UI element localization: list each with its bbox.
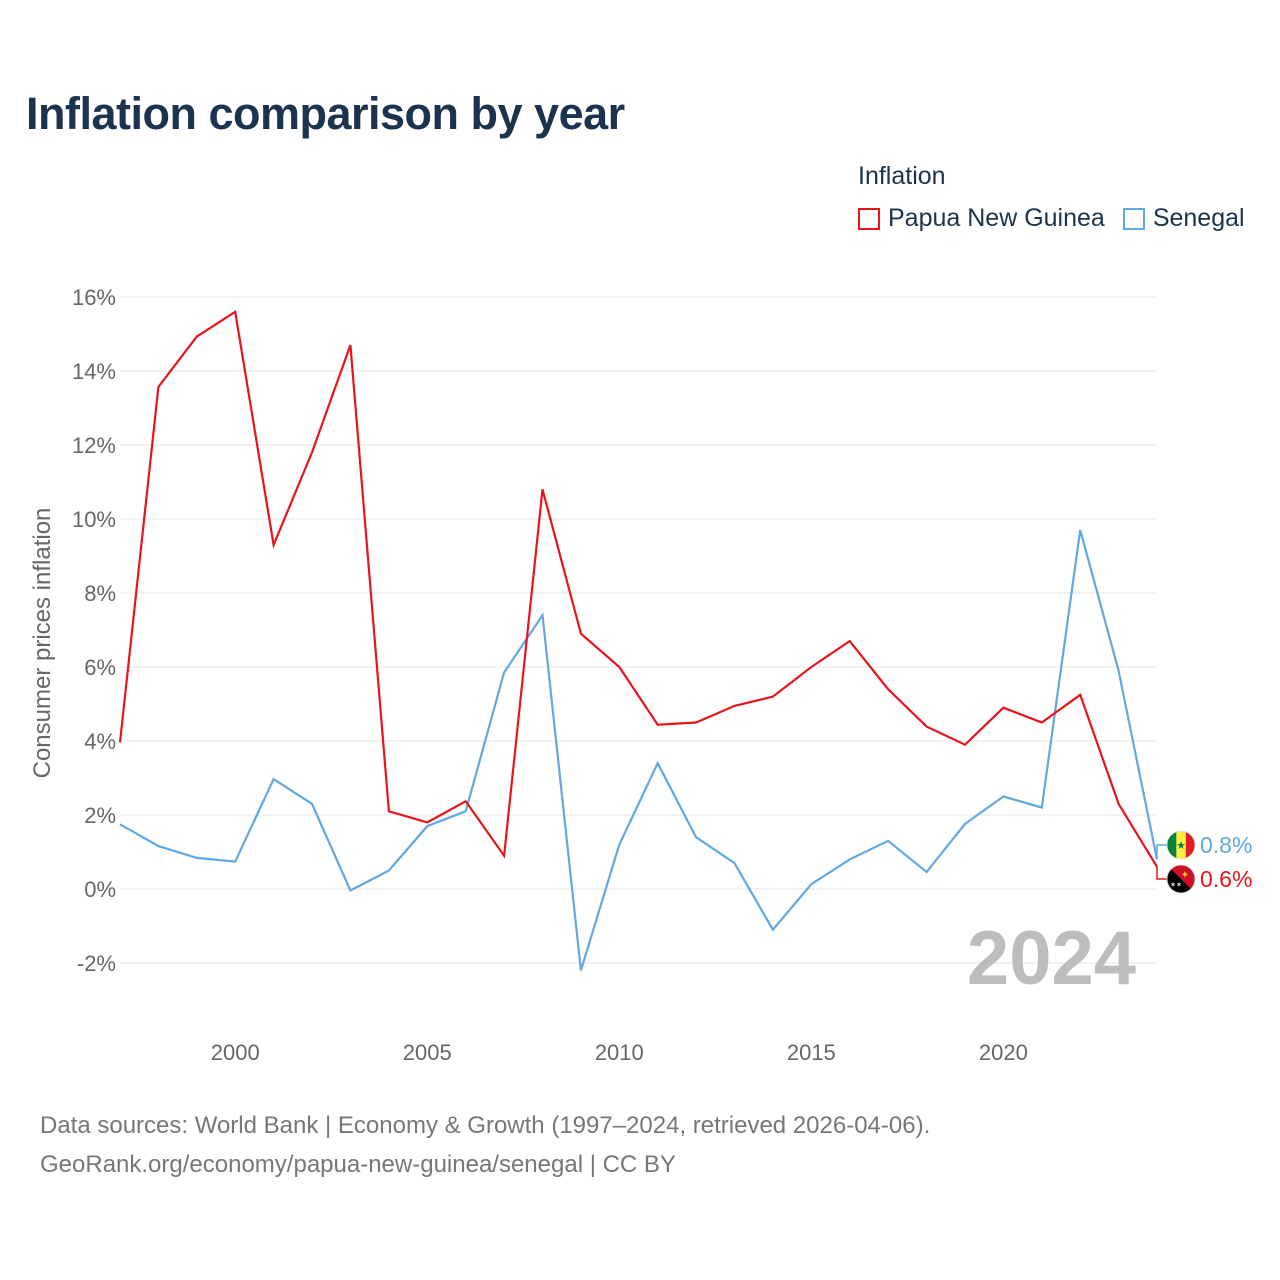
year-watermark: 2024 [967,916,1136,1001]
x-tick-label: 2020 [979,1040,1028,1065]
legend-item-senegal[interactable]: Senegal [1122,204,1245,233]
y-tick-label: -2% [77,951,116,976]
series-line-senegal[interactable] [119,529,1159,971]
y-tick-label: 2% [84,803,116,828]
end-label-senegal: 0.8% [1200,832,1252,858]
legend-swatch-senegal [1122,207,1145,230]
senegal-flag-icon: ★ [1166,830,1196,860]
svg-text:✦: ✦ [1181,870,1189,881]
svg-text:✶✶: ✶✶ [1170,881,1182,889]
series-lines [118,309,1159,971]
legend-swatch-papua-new-guinea [858,207,880,230]
source-line-2[interactable]: GeoRank.org/economy/papua-new-guinea/sen… [40,1151,676,1178]
line-chart: -2%0%2%4%6%8%10%12%14%16% 2000 2005 2010 20… [29,285,1252,1065]
end-connector [1156,844,1169,860]
legend-label-senegal: Senegal [1152,204,1245,232]
y-axis-ticks: -2% 0% 2% 4% 6% 8% 10% 12% 14% 16% [72,285,116,976]
legend-item-papua-new-guinea[interactable]: Papua New Guinea [858,204,1105,233]
legend-title: Inflation [858,162,946,190]
svg-text:★: ★ [1176,839,1186,852]
legend: Papua New Guinea Senegal [858,204,1245,233]
end-connector [1156,866,1169,880]
y-tick-label: 4% [84,729,116,754]
y-tick-label: 14% [72,359,116,384]
x-tick-label: 2005 [403,1040,452,1065]
x-tick-label: 2010 [595,1040,644,1065]
x-tick-label: 2015 [787,1040,836,1065]
y-tick-label: 0% [84,877,116,902]
png-flag-icon: ✦✶✶ [1166,864,1196,894]
x-tick-label: 2000 [211,1040,260,1065]
y-tick-label: 12% [72,433,116,458]
series-line-papua-new-guinea[interactable] [118,309,1158,868]
end-labels: ★ 0.8%✦✶✶ 0.6% [1156,830,1252,894]
y-tick-label: 6% [84,655,116,680]
y-tick-label: 8% [84,581,116,606]
y-tick-label: 10% [72,507,116,532]
x-axis-ticks: 2000 2005 2010 2015 2020 [211,1040,1028,1065]
y-axis-label: Consumer prices inflation [29,508,56,779]
source-line-1: Data sources: World Bank | Economy & Gro… [40,1112,931,1139]
data-source: Data sources: World Bank | Economy & Gro… [40,1106,930,1184]
y-tick-label: 16% [72,285,116,310]
end-label-papua-new-guinea: 0.6% [1200,866,1252,892]
legend-label-papua-new-guinea: Papua New Guinea [888,204,1105,232]
grid-lines [120,296,1157,964]
chart-title: Inflation comparison by year [26,88,625,139]
